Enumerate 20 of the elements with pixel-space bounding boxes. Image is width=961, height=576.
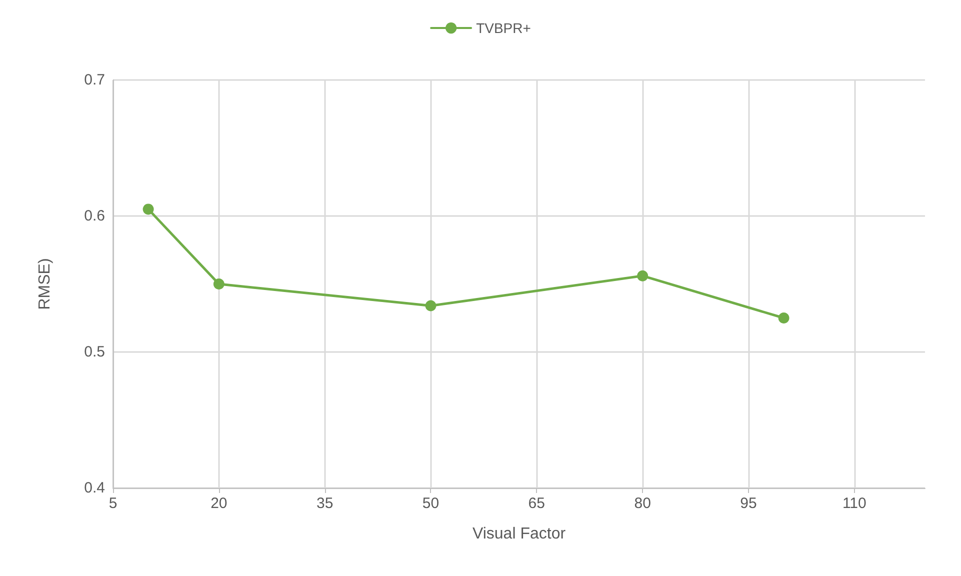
y-axis-title: RMSE) (36, 258, 54, 310)
x-tick-label: 95 (740, 495, 757, 512)
y-tick-label: 0.7 (84, 72, 105, 88)
x-tick-label: 5 (108, 495, 118, 512)
legend-label: TVBPR+ (476, 20, 531, 36)
y-tick-label: 0.5 (84, 344, 105, 360)
point (213, 278, 224, 290)
x-tick-label: 50 (422, 495, 440, 512)
x-tick-label: 35 (316, 495, 334, 512)
x-tick-label: 110 (842, 495, 866, 512)
y-tick-label: 0.4 (84, 480, 105, 496)
x-tick-label: 65 (528, 495, 545, 512)
x-axis-title: Visual Factor (472, 526, 566, 542)
point (637, 270, 648, 282)
point (778, 312, 790, 324)
x-tick-label: 80 (634, 495, 651, 512)
point (425, 300, 436, 312)
x-tick-label: 20 (210, 495, 228, 512)
point (142, 204, 154, 215)
y-tick-label: 0.6 (84, 208, 105, 224)
